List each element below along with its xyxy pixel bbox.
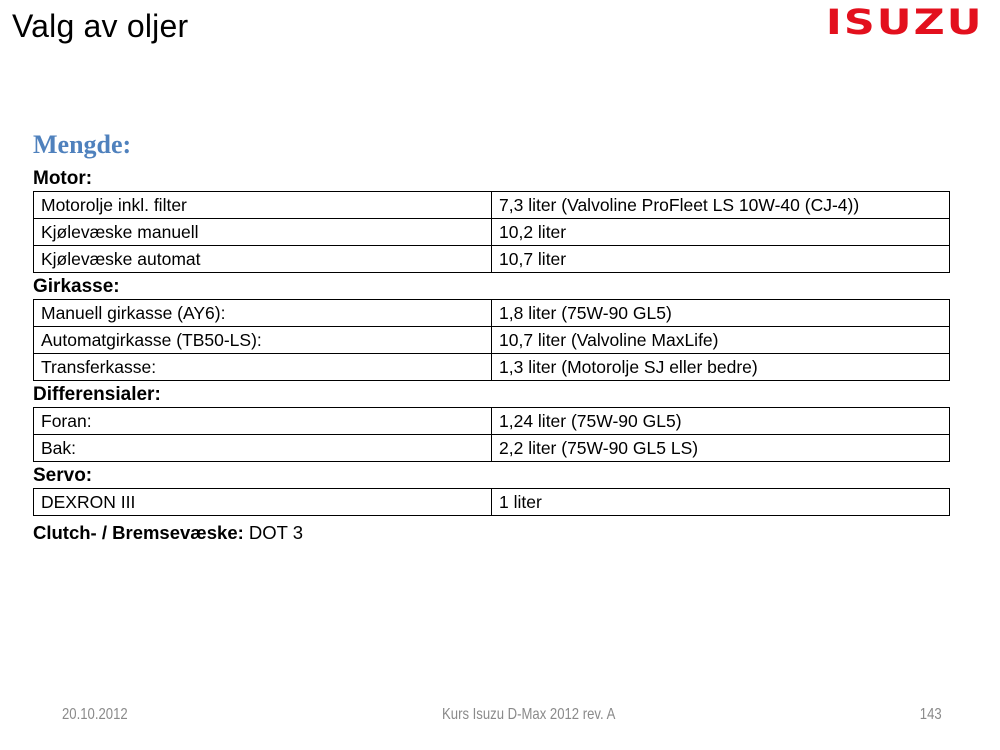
table-row: Motorolje inkl. filter 7,3 liter (Valvol… [33, 191, 950, 219]
clutch-brake-line: Clutch- / Bremsevæske: DOT 3 [33, 521, 950, 545]
table-row: Bak: 2,2 liter (75W-90 GL5 LS) [33, 434, 950, 462]
item-cell: Motorolje inkl. filter [33, 191, 492, 219]
item-cell: Manuell girkasse (AY6): [33, 299, 492, 327]
item-cell: Bak: [33, 434, 492, 462]
mengde-heading: Mengde: [33, 130, 132, 159]
value-cell: 10,7 liter [491, 245, 950, 273]
table-row: Manuell girkasse (AY6): 1,8 liter (75W-9… [33, 299, 950, 327]
motor-table: Motorolje inkl. filter 7,3 liter (Valvol… [33, 191, 950, 273]
value-cell: 10,2 liter [491, 218, 950, 246]
item-cell: DEXRON III [33, 488, 492, 516]
girkasse-table: Manuell girkasse (AY6): 1,8 liter (75W-9… [33, 299, 950, 381]
section-label-servo: Servo: [33, 465, 93, 486]
section-label-girkasse: Girkasse: [33, 276, 120, 297]
value-cell: 1,24 liter (75W-90 GL5) [491, 407, 950, 435]
table-row: DEXRON III 1 liter [33, 488, 950, 516]
value-cell: 1,3 liter (Motorolje SJ eller bedre) [491, 353, 950, 381]
value-cell: 1 liter [491, 488, 950, 516]
value-cell: 2,2 liter (75W-90 GL5 LS) [491, 434, 950, 462]
table-row: Automatgirkasse (TB50-LS): 10,7 liter (V… [33, 326, 950, 354]
slide-footer: 20.10.2012 Kurs Isuzu D-Max 2012 rev. A … [62, 706, 942, 724]
footer-page-number: 143 [920, 706, 942, 723]
item-cell: Kjølevæske manuell [33, 218, 492, 246]
servo-table: DEXRON III 1 liter [33, 488, 950, 516]
clutch-brake-label: Clutch- / Bremsevæske: [33, 522, 244, 543]
value-cell: 1,8 liter (75W-90 GL5) [491, 299, 950, 327]
isuzu-logo: ISUZU [826, 2, 984, 43]
content-area: Mengde: Motor: Motorolje inkl. filter 7,… [33, 131, 950, 545]
section-label-motor: Motor: [33, 168, 93, 189]
page-title: Valg av oljer [12, 8, 189, 44]
section-label-differensialer: Differensialer: [33, 384, 161, 405]
footer-date: 20.10.2012 [62, 706, 128, 723]
value-cell: 7,3 liter (Valvoline ProFleet LS 10W-40 … [491, 191, 950, 219]
table-row: Kjølevæske manuell 10,2 liter [33, 218, 950, 246]
table-row: Foran: 1,24 liter (75W-90 GL5) [33, 407, 950, 435]
item-cell: Automatgirkasse (TB50-LS): [33, 326, 492, 354]
table-row: Transferkasse: 1,3 liter (Motorolje SJ e… [33, 353, 950, 381]
footer-course-title: Kurs Isuzu D-Max 2012 rev. A [442, 706, 616, 723]
value-cell: 10,7 liter (Valvoline MaxLife) [491, 326, 950, 354]
item-cell: Transferkasse: [33, 353, 492, 381]
item-cell: Foran: [33, 407, 492, 435]
clutch-brake-value: DOT 3 [248, 522, 304, 543]
item-cell: Kjølevæske automat [33, 245, 492, 273]
differensialer-table: Foran: 1,24 liter (75W-90 GL5) Bak: 2,2 … [33, 407, 950, 462]
table-row: Kjølevæske automat 10,7 liter [33, 245, 950, 273]
